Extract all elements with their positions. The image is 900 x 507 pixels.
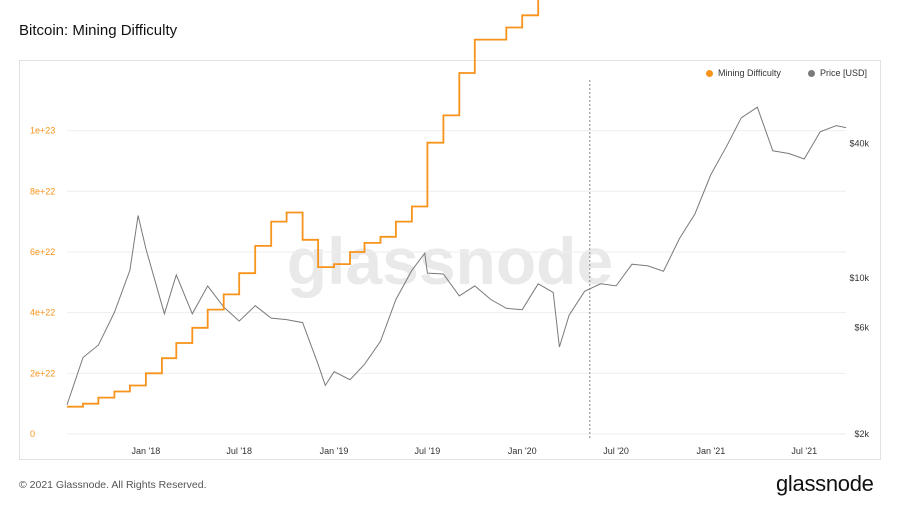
chart-panel (19, 60, 881, 460)
y-left-tick-label: 2e+22 (30, 368, 55, 378)
y-right-tick-label: $10k (849, 273, 869, 283)
legend-label: Price [USD] (820, 68, 868, 78)
difficulty-series-line (67, 0, 540, 408)
x-tick-label: Jan '20 (508, 446, 537, 456)
x-tick-label: Jan '19 (320, 446, 349, 456)
x-tick-label: Jul '21 (791, 446, 817, 456)
x-tick-label: Jul '20 (603, 446, 629, 456)
y-left-tick-label: 1e+23 (30, 126, 55, 136)
legend-item-price[interactable]: Price [USD] (808, 68, 867, 78)
copyright-text: © 2021 Glassnode. All Rights Reserved. (19, 479, 207, 491)
x-tick-label: Jul '19 (415, 446, 441, 456)
legend-dot-icon (808, 69, 815, 77)
y-right-tick-label: $6k (854, 322, 869, 332)
y-right-tick-label: $40k (849, 138, 869, 148)
y-left-tick-label: 6e+22 (30, 247, 55, 257)
x-tick-label: Jan '21 (697, 446, 726, 456)
legend-item-difficulty[interactable]: Mining Difficulty (706, 68, 781, 78)
x-tick-label: Jan '18 (132, 446, 161, 456)
y-left-tick-label: 0 (30, 429, 35, 439)
page-title: Bitcoin: Mining Difficulty (19, 22, 178, 39)
y-right-tick-label: $2k (854, 429, 869, 439)
price-series-line (66, 106, 847, 406)
x-tick-label: Jul '18 (226, 446, 252, 456)
glassnode-logo[interactable]: glassnode (776, 471, 874, 496)
legend-dot-icon (706, 69, 713, 77)
legend-label: Mining Difficulty (718, 68, 781, 78)
y-left-tick-label: 8e+22 (30, 186, 55, 196)
y-left-tick-label: 4e+22 (30, 308, 55, 318)
watermark: glassnode (287, 224, 613, 298)
